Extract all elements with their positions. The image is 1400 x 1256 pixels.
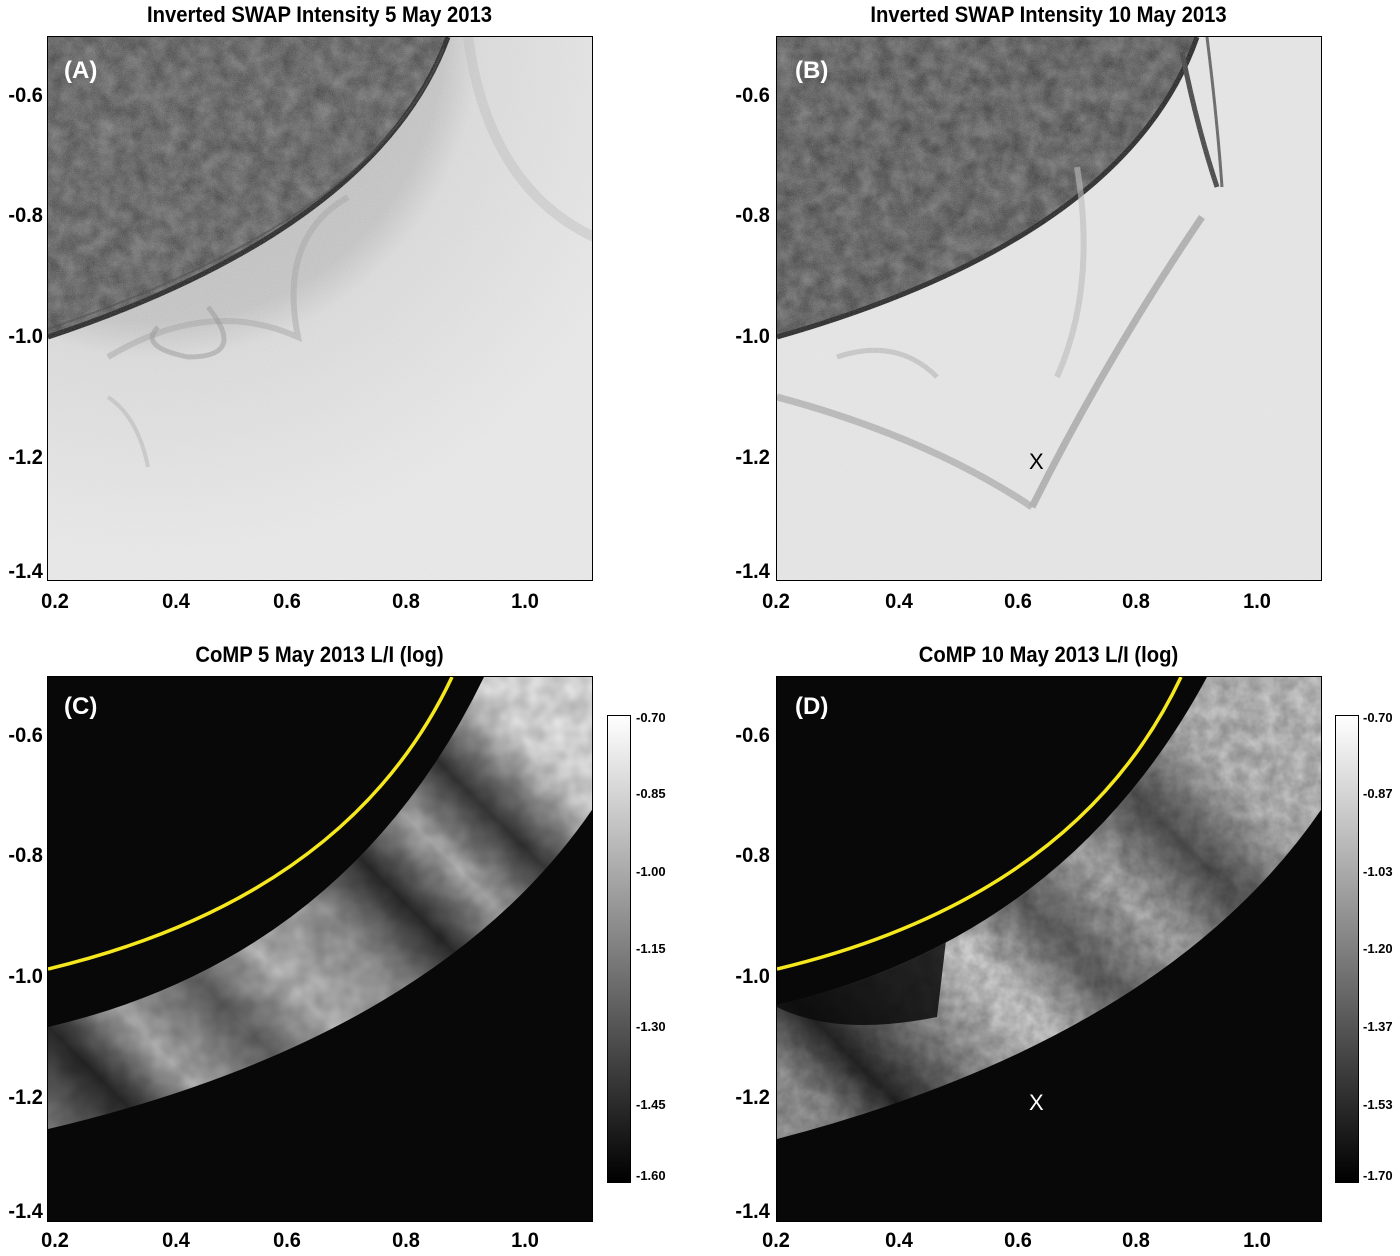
colorbar-d-tick: -1.03 bbox=[1363, 864, 1393, 879]
panel-a-title: Inverted SWAP Intensity 5 May 2013 bbox=[147, 2, 492, 27]
marker-x-b: X bbox=[1029, 449, 1044, 474]
panel-a-xtick: 1.0 bbox=[511, 590, 539, 613]
panel-b-label: (B) bbox=[795, 57, 829, 84]
colorbar-d-tick: -1.53 bbox=[1363, 1097, 1393, 1112]
marker-x-d: X bbox=[1029, 1090, 1044, 1115]
panel-d-image: (D) bbox=[776, 676, 1322, 1222]
panel-a-xtick: 0.6 bbox=[273, 590, 301, 613]
panel-a-ytick: -1.4 bbox=[8, 560, 43, 583]
panel-c-image: (C) bbox=[47, 676, 593, 1222]
panel-c-xtick: 0.8 bbox=[392, 1229, 420, 1252]
panel-d-xtick: 0.8 bbox=[1122, 1229, 1150, 1252]
colorbar-d-tick: -0.87 bbox=[1363, 786, 1393, 801]
panel-b-ytick: -0.8 bbox=[735, 204, 770, 227]
panel-c-ytick: -0.6 bbox=[8, 724, 43, 747]
panel-c-title: CoMP 5 May 2013 L/I (log) bbox=[195, 642, 444, 667]
panel-d-xtick: 0.4 bbox=[885, 1229, 913, 1252]
panel-d-label: (D) bbox=[795, 693, 829, 720]
panel-c-xtick: 1.0 bbox=[511, 1229, 539, 1252]
panel-b-xtick: 0.4 bbox=[885, 590, 913, 613]
panel-c-ytick: -0.8 bbox=[8, 844, 43, 867]
limb-arc bbox=[777, 677, 1183, 971]
colorbar-c-tick: -1.00 bbox=[636, 864, 666, 879]
panel-a-ytick: -1.0 bbox=[8, 325, 43, 348]
colorbar-d-tick: -1.20 bbox=[1363, 941, 1393, 956]
panel-c-xtick: 0.2 bbox=[41, 1229, 69, 1252]
colorbar-d-tick: -0.70 bbox=[1363, 710, 1393, 725]
panel-d-ytick: -1.2 bbox=[735, 1086, 770, 1109]
panel-a-image: (A) bbox=[47, 36, 593, 581]
panel-d-xtick: 0.6 bbox=[1004, 1229, 1032, 1252]
panel-b-image: (B) bbox=[776, 36, 1322, 581]
colorbar-c-tick: -1.30 bbox=[636, 1019, 666, 1034]
colorbar-c-tick: -1.45 bbox=[636, 1097, 666, 1112]
panel-b-xtick: 0.6 bbox=[1004, 590, 1032, 613]
limb-arc bbox=[48, 677, 454, 971]
panel-a-ytick: -0.6 bbox=[8, 84, 43, 107]
panel-b-ytick: -1.0 bbox=[735, 325, 770, 348]
colorbar-d-tick: -1.37 bbox=[1363, 1019, 1393, 1034]
panel-a-ytick: -0.8 bbox=[8, 204, 43, 227]
panel-d-ytick: -0.8 bbox=[735, 844, 770, 867]
panel-c-label: (C) bbox=[64, 693, 98, 720]
colorbar-d bbox=[1335, 715, 1359, 1183]
panel-c-xtick: 0.4 bbox=[162, 1229, 190, 1252]
panel-d-ytick: -1.0 bbox=[735, 965, 770, 988]
panel-b-xtick: 0.8 bbox=[1122, 590, 1150, 613]
panel-b-ytick: -1.2 bbox=[735, 446, 770, 469]
colorbar-c-tick: -0.70 bbox=[636, 710, 666, 725]
panel-a-xtick: 0.4 bbox=[162, 590, 190, 613]
panel-a-xtick: 0.8 bbox=[392, 590, 420, 613]
panel-b-ytick: -0.6 bbox=[735, 84, 770, 107]
panel-b-title: Inverted SWAP Intensity 10 May 2013 bbox=[870, 2, 1227, 27]
panel-c-ytick: -1.2 bbox=[8, 1086, 43, 1109]
panel-b-xtick: 1.0 bbox=[1243, 590, 1271, 613]
panel-d-xtick: 0.2 bbox=[762, 1229, 790, 1252]
colorbar-c-tick: -0.85 bbox=[636, 786, 666, 801]
colorbar-c-tick: -1.60 bbox=[636, 1168, 666, 1183]
panel-c-ytick: -1.4 bbox=[8, 1200, 43, 1223]
panel-c-xtick: 0.6 bbox=[273, 1229, 301, 1252]
panel-d-xtick: 1.0 bbox=[1243, 1229, 1271, 1252]
panel-d-ytick: -1.4 bbox=[735, 1200, 770, 1223]
panel-b-xtick: 0.2 bbox=[762, 590, 790, 613]
panel-d-title: CoMP 10 May 2013 L/I (log) bbox=[918, 642, 1179, 667]
panel-c-ytick: -1.0 bbox=[8, 965, 43, 988]
panel-b-ytick: -1.4 bbox=[735, 560, 770, 583]
panel-a-xtick: 0.2 bbox=[41, 590, 69, 613]
panel-d-ytick: -0.6 bbox=[735, 724, 770, 747]
colorbar-c bbox=[607, 715, 631, 1183]
panel-a-ytick: -1.2 bbox=[8, 446, 43, 469]
colorbar-c-tick: -1.15 bbox=[636, 941, 666, 956]
panel-a-label: (A) bbox=[64, 57, 98, 84]
colorbar-d-tick: -1.70 bbox=[1363, 1168, 1393, 1183]
